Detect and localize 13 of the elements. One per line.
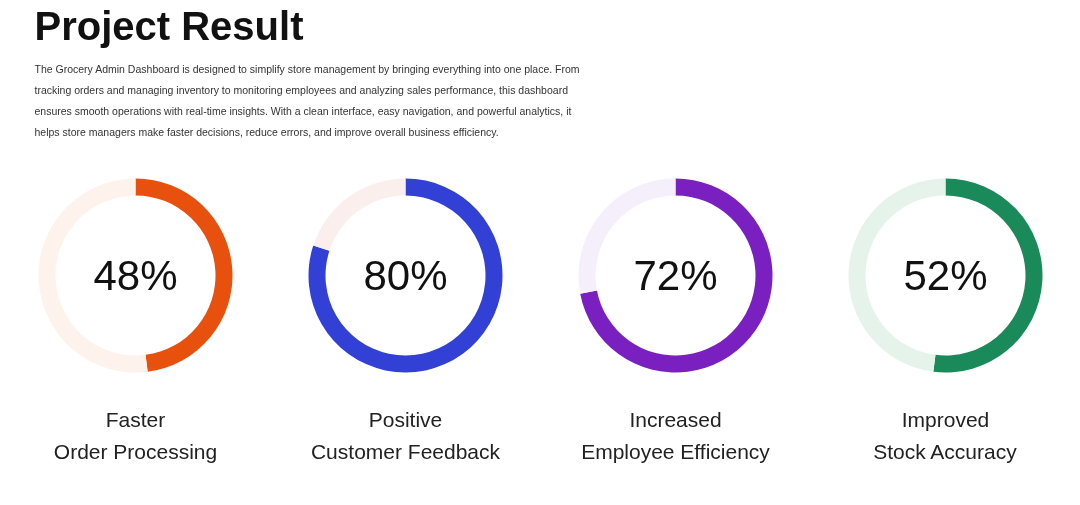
text: Improved Stock Accuracy [873, 407, 1018, 463]
text: 48% [93, 252, 178, 299]
text: Faster Order Processing [53, 407, 218, 463]
text: ensures smooth operations with real-time insights. With a clean interface, easy navigation, and powerful analytics, it [34, 104, 572, 117]
text: tracking orders and managing inventory to monitoring employees and analyzing sales performance, this dashboard [34, 83, 569, 96]
text: 80% [363, 252, 448, 299]
text: helps store managers make faster decisions, reduce errors, and improve overall business efficiency. [34, 125, 499, 138]
text: Positive Customer Feedback [310, 407, 501, 463]
text: Project Result [34, 3, 304, 48]
text: The Grocery Admin Dashboard is designed to simplify store management by bringing everything into one place. From [34, 62, 580, 75]
text: 72% [633, 252, 718, 299]
text: 52% [903, 252, 988, 299]
text: Increased Employee Efficiency [581, 407, 771, 463]
